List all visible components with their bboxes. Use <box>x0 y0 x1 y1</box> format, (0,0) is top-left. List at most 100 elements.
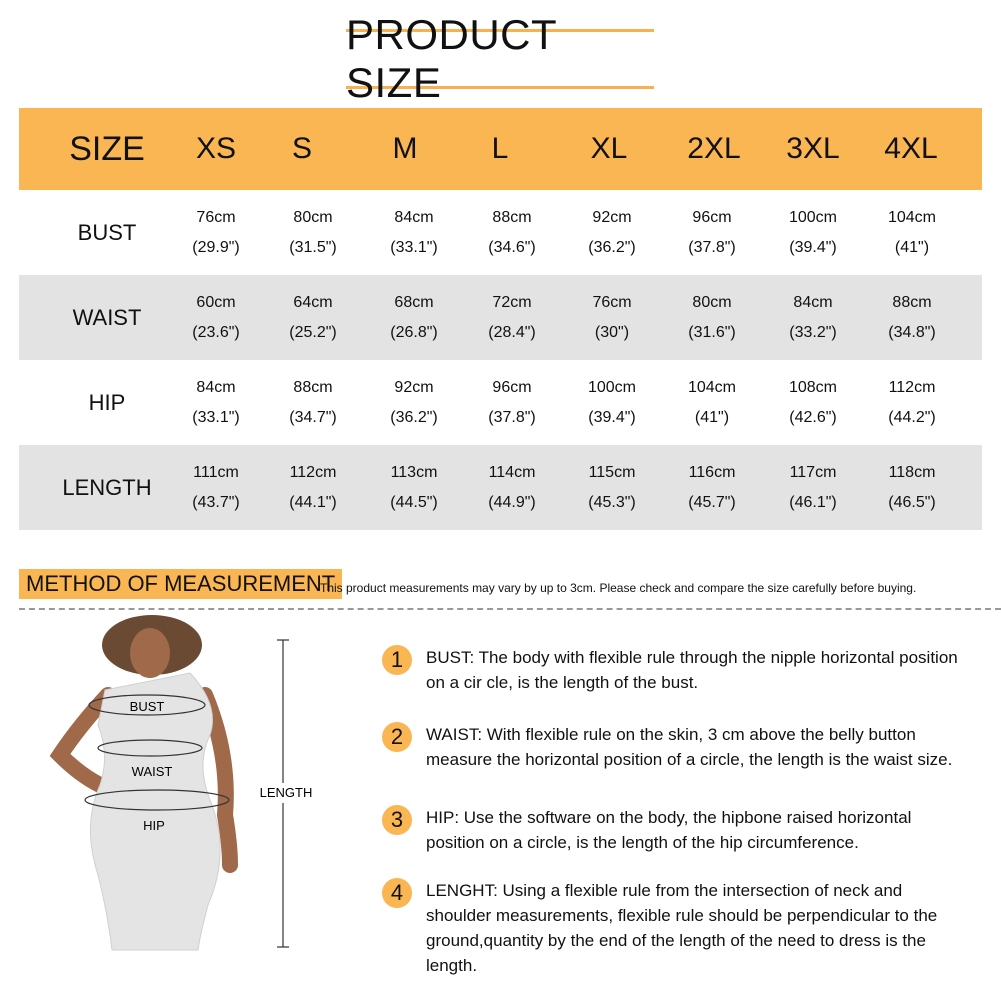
table-cell: 100cm (39.4") <box>789 190 837 275</box>
value-cm: 88cm <box>492 208 532 226</box>
size-header-2xl: 2XL <box>687 132 741 165</box>
table-cell: 88cm (34.8") <box>888 275 935 360</box>
value-cm: 88cm <box>293 378 333 396</box>
length-label-bg <box>256 783 316 803</box>
step-text: WAIST: With flexible rule on the skin, 3… <box>426 725 953 769</box>
value-inch: (34.7") <box>289 408 337 426</box>
table-cell: 64cm (25.2") <box>289 275 336 360</box>
table-cell: 96cm (37.8") <box>488 360 535 445</box>
waist-line <box>97 739 203 757</box>
value-cm: 104cm <box>887 208 937 226</box>
table-cell: 84cm (33.1") <box>192 360 239 445</box>
value-inch: (33.1") <box>192 408 240 426</box>
length-label: LENGTH <box>260 785 313 800</box>
value-inch: (31.6") <box>688 323 736 341</box>
step-text: BUST: The body with flexible rule throug… <box>426 648 958 692</box>
table-cell: 111cm (43.7") <box>192 445 239 530</box>
value-cm: 113cm <box>390 463 438 481</box>
size-header-s: S <box>291 132 313 165</box>
value-inch: (44.9") <box>488 493 536 511</box>
table-cell: 112cm (44.1") <box>289 445 336 530</box>
divider <box>19 608 1001 610</box>
value-inch: (44.1") <box>289 493 337 511</box>
size-header-xl: XL <box>590 132 628 165</box>
value-inch: (41") <box>894 238 930 256</box>
value-cm: 96cm <box>492 378 532 396</box>
step-number-badge: 4 <box>382 878 412 908</box>
table-cell: 108cm (42.6") <box>789 360 837 445</box>
table-cell: 60cm (23.6") <box>192 275 239 360</box>
arm-right <box>197 687 238 873</box>
value-cm: 76cm <box>196 208 236 226</box>
value-inch: (39.4") <box>789 238 837 256</box>
table-cell: 118cm (46.5") <box>888 445 935 530</box>
value-cm: 116cm <box>688 463 736 481</box>
value-inch: (36.2") <box>588 238 636 256</box>
table-cell: 88cm (34.7") <box>289 360 336 445</box>
bust-label: BUST <box>130 699 165 714</box>
value-inch: (28.4") <box>488 323 536 341</box>
size-header-m: M <box>392 132 418 165</box>
value-inch: (36.2") <box>390 408 438 426</box>
value-cm: 108cm <box>788 378 838 396</box>
table-cell: 114cm (44.9") <box>488 445 535 530</box>
value-cm: 112cm <box>289 463 337 481</box>
step-text: HIP: Use the software on the body, the h… <box>426 808 912 852</box>
value-inch: (44.5") <box>390 493 438 511</box>
title-banner: PRODUCT SIZE <box>346 11 654 106</box>
table-row-waist: WAIST 60cm (23.6") 64cm (25.2") 68cm (26.8") 72… <box>19 275 982 360</box>
measurement-note: This product measurements may vary by up… <box>320 581 917 595</box>
value-cm: 60cm <box>196 293 236 311</box>
value-inch: (43.7") <box>192 493 240 511</box>
method-heading: METHOD OF MEASUREMENT <box>19 569 343 599</box>
table-cell: 115cm (45.3") <box>588 445 635 530</box>
table-cell: 76cm (29.9") <box>192 190 239 275</box>
table-row-length: LENGTH 111cm (43.7") 112cm (44.1") 113cm (44.5… <box>19 445 982 530</box>
hip-line <box>84 789 230 811</box>
value-inch: (34.6") <box>488 238 536 256</box>
row-label: HIP <box>88 389 126 415</box>
value-inch: (33.2") <box>789 323 837 341</box>
step-text: LENGHT: Using a flexible rule from the i… <box>426 881 938 975</box>
value-cm: 115cm <box>588 463 636 481</box>
table-cell: 84cm (33.2") <box>789 275 836 360</box>
size-header-xs: XS <box>195 132 237 165</box>
value-cm: 100cm <box>788 208 838 226</box>
value-inch: (37.8") <box>488 408 536 426</box>
value-cm: 84cm <box>394 208 434 226</box>
value-cm: 84cm <box>196 378 236 396</box>
step-number-badge: 3 <box>382 805 412 835</box>
hip-label: HIP <box>143 818 165 833</box>
table-row-hip: HIP 84cm (33.1") 88cm (34.7") 92cm (36.2") 96cm… <box>19 360 982 445</box>
bust-line <box>88 694 206 716</box>
value-cm: 114cm <box>488 463 536 481</box>
value-inch: (45.7") <box>688 493 736 511</box>
step-1: 1 BUST: The body with flexible rule throu… <box>382 645 966 695</box>
value-inch: (33.1") <box>390 238 438 256</box>
table-cell: 72cm (28.4") <box>488 275 535 360</box>
table-cell: 100cm (39.4") <box>588 360 636 445</box>
arm-left <box>49 687 116 793</box>
value-inch: (46.1") <box>789 493 837 511</box>
table-cell: 92cm (36.2") <box>588 190 635 275</box>
value-cm: 118cm <box>888 463 936 481</box>
row-label: WAIST <box>72 304 142 330</box>
value-cm: 92cm <box>592 208 632 226</box>
value-cm: 117cm <box>789 463 837 481</box>
value-inch: (23.6") <box>192 323 240 341</box>
table-cell: 92cm (36.2") <box>390 360 437 445</box>
step-number-badge: 2 <box>382 722 412 752</box>
size-table: SIZE XS S M L XL 2XL 3XL 4XL BUST 76cm (29.9") 80cm… <box>19 108 982 530</box>
table-cell: 113cm (44.5") <box>390 445 437 530</box>
value-cm: 104cm <box>687 378 737 396</box>
size-header-3xl: 3XL <box>786 132 840 165</box>
size-header-4xl: 4XL <box>884 132 938 165</box>
value-inch: (31.5") <box>289 238 337 256</box>
table-cell: 80cm (31.6") <box>688 275 735 360</box>
value-cm: 92cm <box>394 378 434 396</box>
value-inch: (26.8") <box>390 323 438 341</box>
row-label: LENGTH <box>62 474 152 500</box>
value-cm: 68cm <box>394 293 434 311</box>
step-3: 3 HIP: Use the software on the body, the … <box>382 805 966 855</box>
step-2: 2 WAIST: With flexible rule on the skin, … <box>382 722 966 772</box>
